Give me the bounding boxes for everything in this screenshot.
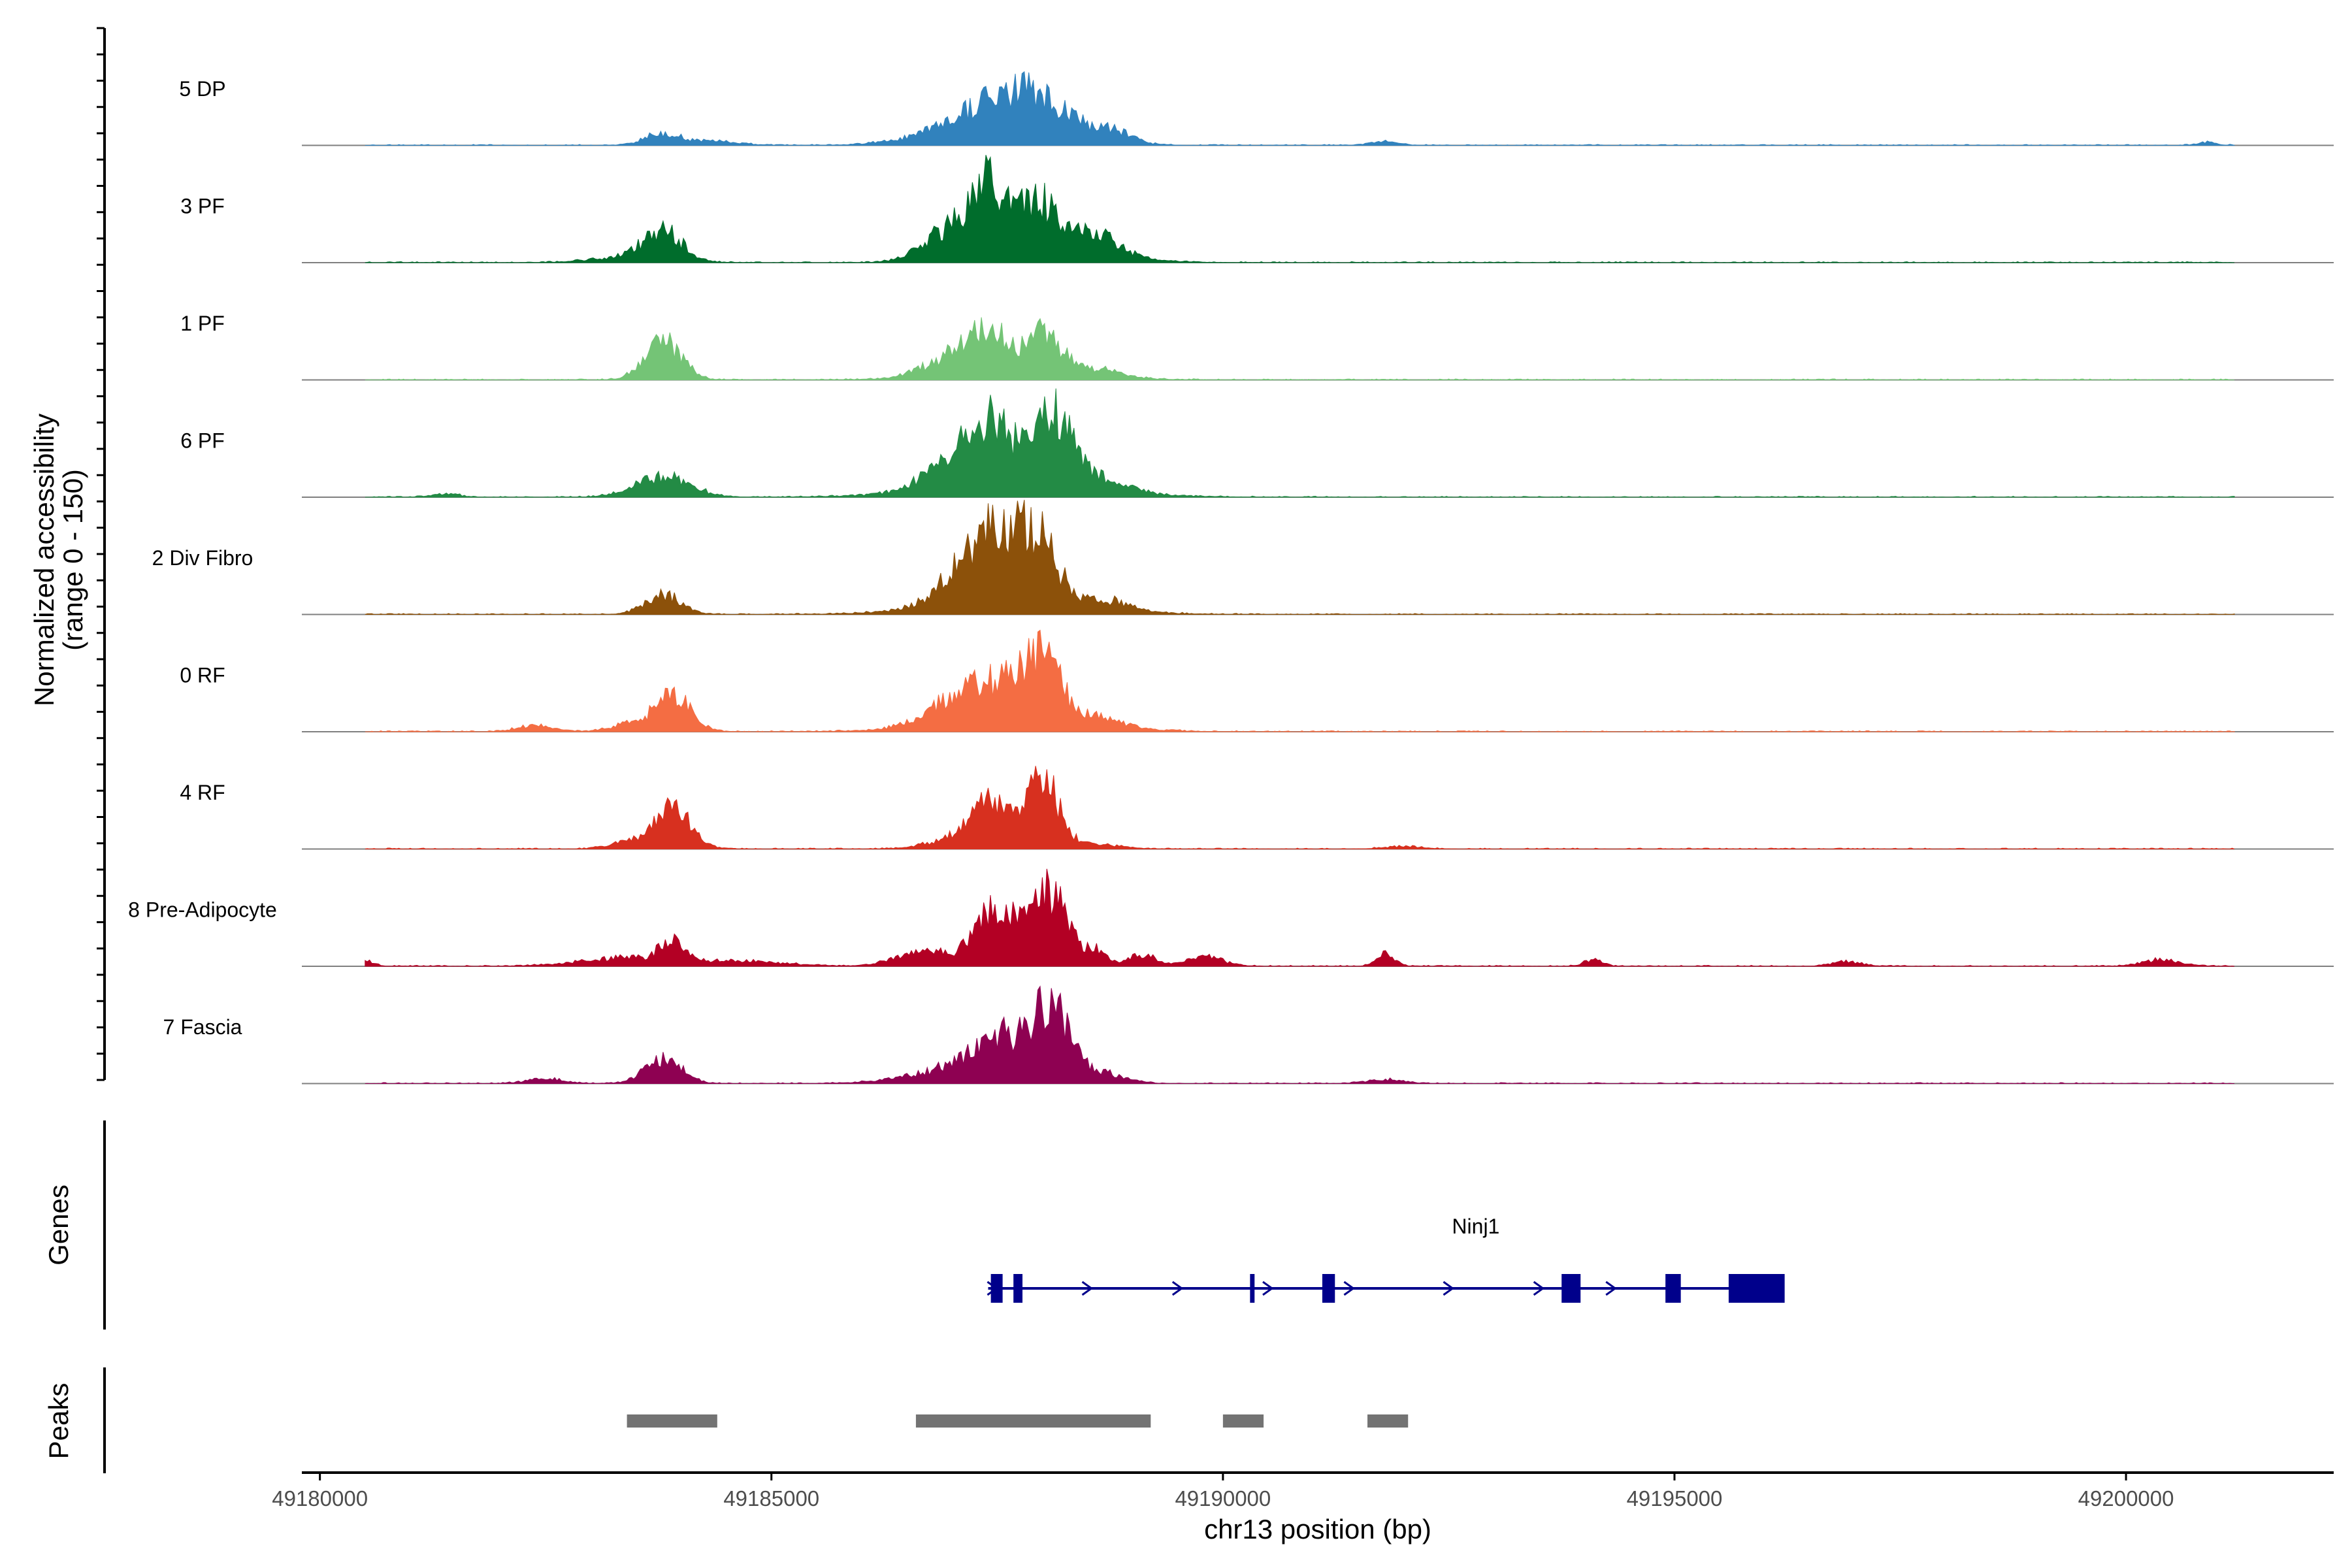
coverage-area	[365, 71, 2235, 146]
strand-arrow	[1343, 1281, 1355, 1296]
peak-region	[915, 1414, 1151, 1428]
gene-exon	[1250, 1274, 1255, 1303]
x-tick-label: 49190000	[1175, 1486, 1271, 1511]
coverage-area	[365, 766, 2235, 850]
strand-arrow	[1262, 1281, 1274, 1296]
gene-name-label: Ninj1	[1452, 1215, 1499, 1238]
track-3-pf: 3 PF	[180, 155, 2334, 263]
track-label: 3 PF	[180, 195, 225, 218]
track-4-rf: 4 RF	[180, 766, 2334, 850]
coverage-area	[365, 317, 2234, 381]
track-label: 1 PF	[180, 312, 225, 335]
x-tick-label: 49185000	[723, 1486, 819, 1511]
genes-track-label: Genes	[43, 1184, 74, 1266]
track-6-pf: 6 PF	[180, 388, 2334, 498]
peak-region	[1367, 1414, 1409, 1428]
gene-exon	[1728, 1274, 1785, 1303]
gene-exon	[1322, 1274, 1335, 1303]
track-7-fascia: 7 Fascia	[163, 985, 2334, 1085]
track-1-pf: 1 PF	[180, 312, 2334, 381]
strand-arrow	[1605, 1281, 1617, 1296]
gene-exon	[990, 1274, 1003, 1303]
coverage-area	[365, 388, 2235, 498]
coverage-area	[365, 155, 2235, 263]
coverage-y-ticks	[97, 27, 105, 1081]
strand-arrow	[1171, 1281, 1184, 1296]
strand-arrow	[1533, 1281, 1545, 1296]
strand-arrow	[1081, 1281, 1094, 1296]
x-tick-label: 49195000	[1627, 1486, 1723, 1511]
peak-region	[627, 1414, 717, 1428]
coverage-area	[365, 500, 2235, 615]
gene-exon	[1013, 1274, 1023, 1303]
gene-exon	[1561, 1274, 1581, 1303]
coverage-tracks: 5 DP 3 PF 1 PF 6 PF 2 Div Fibro 0 RF 4 RF 8 Pre…	[128, 71, 2334, 1085]
track-label: 6 PF	[180, 429, 225, 453]
track-label: 5 DP	[179, 77, 225, 101]
x-tick-label: 49180000	[272, 1486, 368, 1511]
peaks-track-label: Peaks	[43, 1383, 74, 1460]
coverage-area	[365, 985, 2234, 1085]
track-label: 4 RF	[180, 781, 225, 804]
gene-model	[987, 1274, 1785, 1303]
coverage-area	[365, 629, 2235, 732]
strand-arrow	[1443, 1281, 1455, 1296]
gene-exon	[1665, 1274, 1681, 1303]
peak-regions	[627, 1414, 1409, 1428]
y-axis-title-line1: Normalized accessibility	[29, 414, 59, 706]
track-2-div-fibro: 2 Div Fibro	[152, 500, 2334, 615]
track-5-dp: 5 DP	[179, 71, 2334, 146]
track-label: 2 Div Fibro	[152, 546, 253, 570]
x-tick-label: 49200000	[2078, 1486, 2174, 1511]
track-label: 0 RF	[180, 664, 225, 687]
track-label: 7 Fascia	[163, 1015, 242, 1039]
track-8-pre-adipocyte: 8 Pre-Adipocyte	[128, 868, 2334, 967]
y-axis-title-line2: (range 0 - 150)	[57, 469, 88, 651]
track-0-rf: 0 RF	[180, 629, 2334, 732]
coverage-area	[365, 868, 2235, 967]
x-axis-title: chr13 position (bp)	[1204, 1514, 1431, 1544]
peak-region	[1222, 1414, 1264, 1428]
track-label: 8 Pre-Adipocyte	[128, 898, 277, 922]
x-axis-ticks: 49180000 49185000 49190000 49195000 49200000	[272, 1473, 2174, 1511]
